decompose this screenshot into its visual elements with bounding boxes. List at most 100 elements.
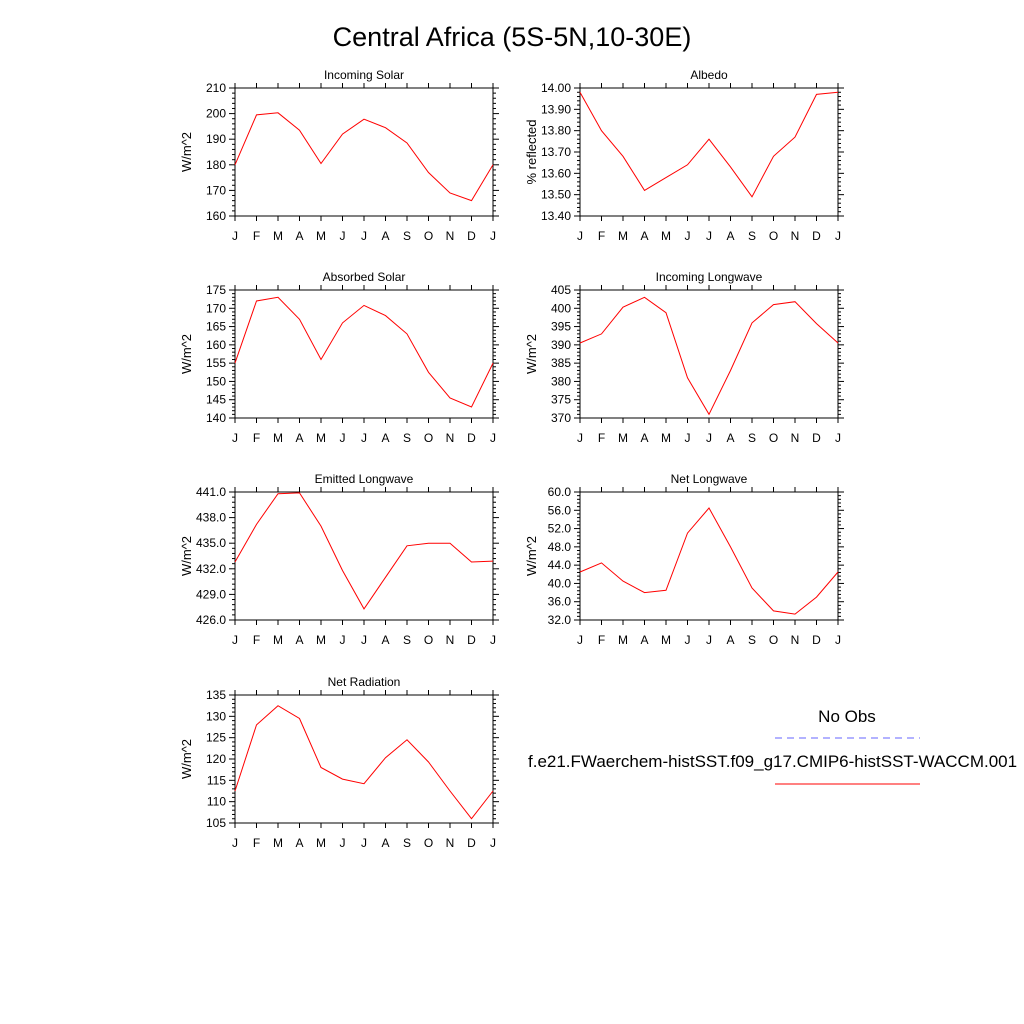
x-tick-label: S [403, 431, 411, 445]
y-tick-label: 370 [551, 411, 571, 425]
x-tick-label: O [424, 229, 433, 243]
x-tick-label: N [791, 431, 800, 445]
x-tick-label: M [661, 633, 671, 647]
x-tick-label: J [490, 836, 496, 850]
panel-3: Absorbed Solar W/m^2 140 145 150 155 160 165 170… [179, 270, 499, 445]
x-tick-label: M [316, 836, 326, 850]
x-tick-label: N [791, 633, 800, 647]
x-tick-label: S [748, 431, 756, 445]
x-tick-label: J [340, 633, 346, 647]
x-tick-label: F [598, 431, 605, 445]
y-tick-label: 145 [206, 393, 226, 407]
x-tick-label: M [273, 633, 283, 647]
plot-frame [234, 694, 494, 824]
y-tick-label: 120 [206, 752, 226, 766]
x-tick-label: J [340, 229, 346, 243]
y-tick-label: 14.00 [541, 81, 571, 95]
y-tick-label: 426.0 [196, 613, 226, 627]
y-tick-label: 40.0 [548, 576, 572, 590]
y-axis-label: W/m^2 [524, 334, 539, 374]
x-tick-label: J [685, 431, 691, 445]
panel-title: Incoming Longwave [656, 270, 763, 284]
x-tick-label: M [618, 633, 628, 647]
x-tick-label: D [467, 229, 476, 243]
x-tick-label: J [706, 229, 712, 243]
x-tick-label: N [446, 229, 455, 243]
x-tick-label: O [769, 633, 778, 647]
x-tick-label: J [232, 229, 238, 243]
y-tick-label: 155 [206, 356, 226, 370]
y-tick-label: 180 [206, 158, 226, 172]
y-axis-label: % reflected [524, 119, 539, 184]
x-tick-label: J [706, 431, 712, 445]
series-line [234, 112, 494, 202]
panel-title: Incoming Solar [324, 68, 404, 82]
panel-title: Net Radiation [328, 675, 401, 689]
y-tick-label: 435.0 [196, 536, 226, 550]
y-axis-label: W/m^2 [179, 739, 194, 779]
y-tick-label: 36.0 [548, 595, 572, 609]
panel-title: Absorbed Solar [323, 270, 406, 284]
panel-5: Emitted Longwave W/m^2 426.0 429.0 432.0 435.… [179, 472, 499, 647]
x-tick-label: O [424, 633, 433, 647]
x-tick-label: A [295, 836, 303, 850]
panel-6: Net Longwave W/m^2 32.0 36.0 40.0 44.0 48.0 52.… [524, 472, 844, 647]
panel-4: Incoming Longwave W/m^2 370 375 380 385 390 395… [524, 270, 844, 445]
panel-title: Net Longwave [671, 472, 748, 486]
series-line [579, 91, 839, 198]
y-tick-label: 52.0 [548, 522, 572, 536]
y-axis-label: W/m^2 [179, 334, 194, 374]
y-tick-label: 13.40 [541, 209, 571, 223]
x-tick-label: J [340, 836, 346, 850]
x-tick-label: O [769, 431, 778, 445]
x-tick-label: O [424, 431, 433, 445]
series-line [579, 507, 839, 615]
x-tick-label: A [381, 431, 389, 445]
y-tick-label: 405 [551, 283, 571, 297]
x-tick-label: J [361, 229, 367, 243]
x-tick-label: N [446, 633, 455, 647]
series-line [234, 705, 494, 820]
panel-title: Albedo [690, 68, 728, 82]
y-tick-label: 125 [206, 731, 226, 745]
y-axis-label: W/m^2 [524, 536, 539, 576]
y-axis-label: W/m^2 [179, 536, 194, 576]
x-tick-label: S [748, 229, 756, 243]
plot-frame [234, 289, 494, 419]
x-tick-label: S [748, 633, 756, 647]
y-tick-label: 60.0 [548, 485, 572, 499]
plot-frame [579, 491, 839, 621]
y-tick-label: 175 [206, 283, 226, 297]
x-tick-label: J [835, 431, 841, 445]
x-tick-label: M [618, 431, 628, 445]
x-tick-label: J [361, 633, 367, 647]
x-tick-label: M [316, 431, 326, 445]
x-tick-label: A [381, 836, 389, 850]
panel-2: Albedo % reflected 13.40 13.50 13.60 13.70 13.… [524, 68, 844, 243]
x-tick-label: F [253, 229, 260, 243]
x-tick-label: A [295, 633, 303, 647]
y-tick-label: 135 [206, 688, 226, 702]
x-tick-label: F [253, 633, 260, 647]
legend-obs-label: No Obs [818, 707, 876, 726]
legend-model-label: f.e21.FWaerchem-histSST.f09_g17.CMIP6-hi… [528, 752, 1017, 771]
x-tick-label: M [273, 229, 283, 243]
x-tick-label: O [424, 836, 433, 850]
x-tick-label: M [273, 836, 283, 850]
y-tick-label: 160 [206, 338, 226, 352]
y-tick-label: 140 [206, 411, 226, 425]
x-tick-label: J [340, 431, 346, 445]
plot-frame [579, 289, 839, 419]
y-tick-label: 432.0 [196, 562, 226, 576]
x-tick-label: F [253, 431, 260, 445]
x-tick-label: J [361, 431, 367, 445]
x-tick-label: J [577, 431, 583, 445]
y-tick-label: 105 [206, 816, 226, 830]
x-tick-label: F [598, 229, 605, 243]
y-tick-label: 438.0 [196, 511, 226, 525]
figure-title: Central Africa (5S-5N,10-30E) [333, 22, 692, 52]
x-tick-label: D [812, 633, 821, 647]
x-tick-label: A [640, 633, 648, 647]
y-tick-label: 13.60 [541, 166, 571, 180]
